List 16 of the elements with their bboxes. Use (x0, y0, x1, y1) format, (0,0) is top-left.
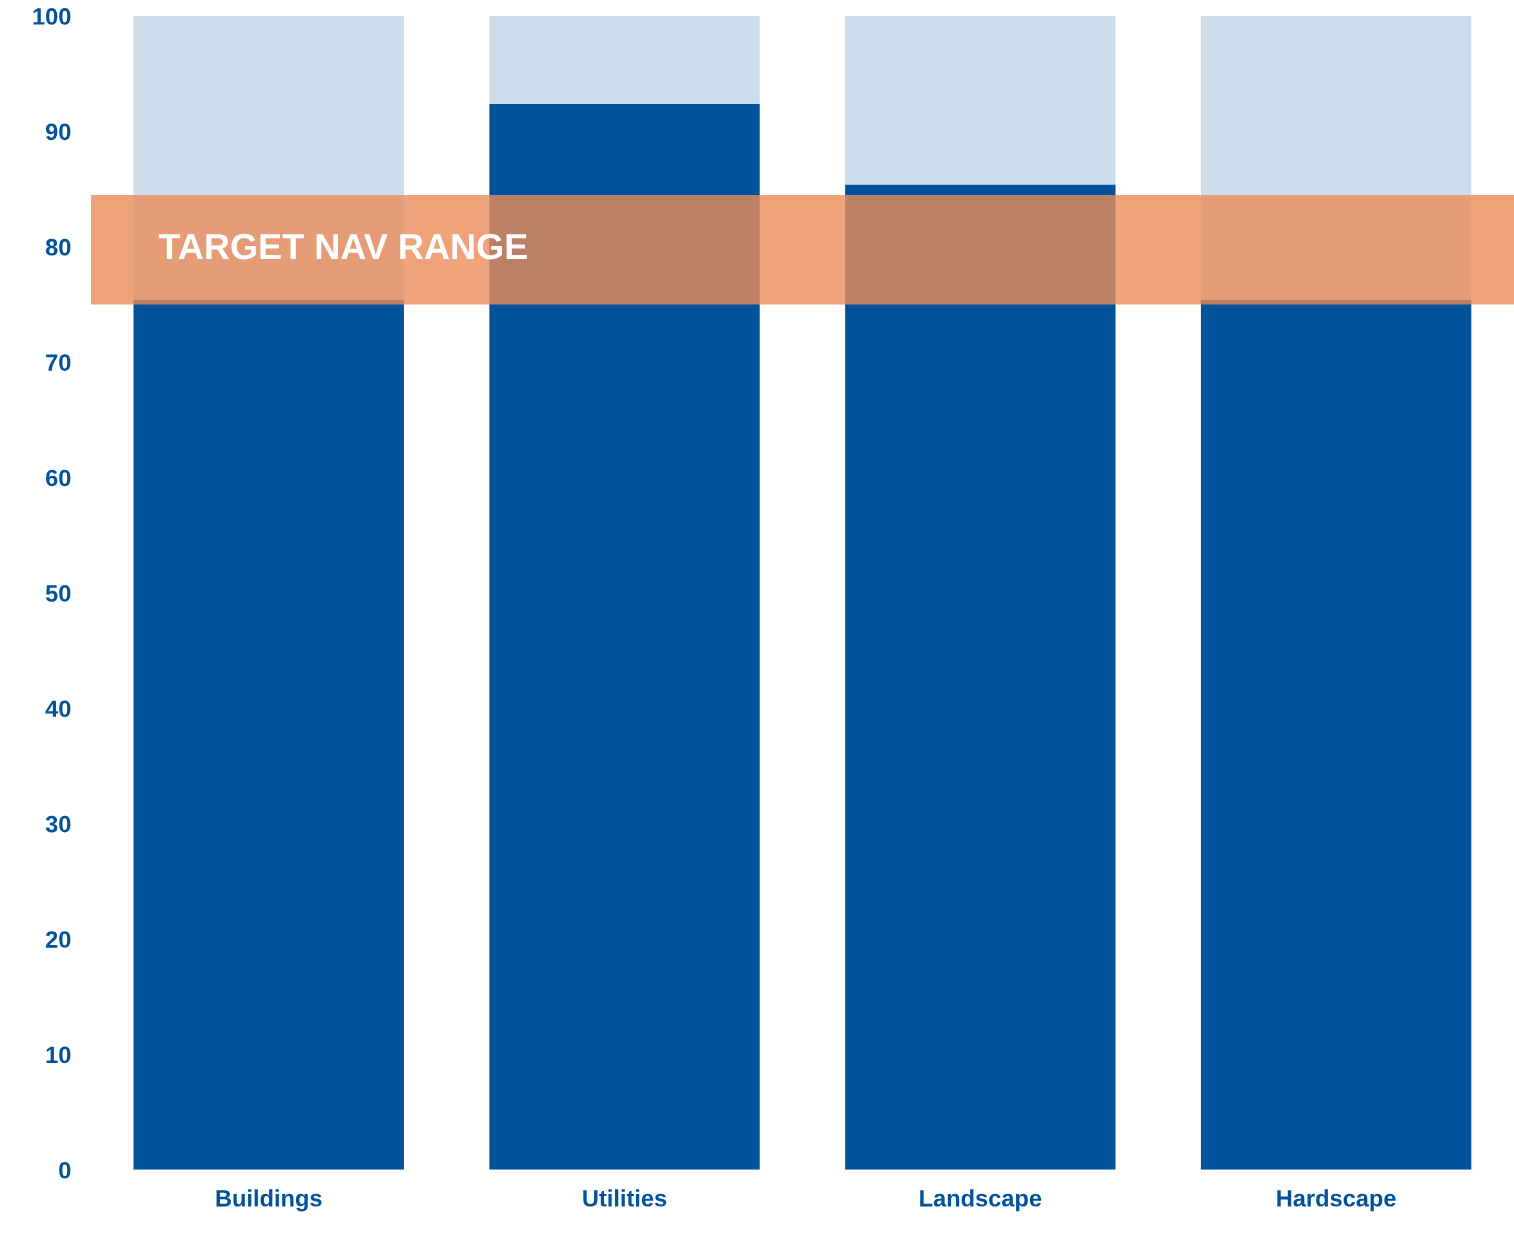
y-tick-label: 10 (46, 1046, 71, 1064)
y-tick-label: 100 (33, 8, 71, 25)
band-label: TARGET NAV RANGE (158, 233, 527, 260)
x-tick-label: Buildings (216, 1189, 322, 1212)
y-tick-label: 50 (45, 585, 71, 602)
y-tick-label: 40 (45, 700, 71, 718)
x-tick-label: Utilities (583, 1189, 667, 1207)
y-tick-label: 60 (46, 469, 71, 487)
y-tick-label: 20 (45, 931, 71, 948)
y-tick-label: 80 (45, 238, 71, 256)
y-tick-label: 0 (59, 1161, 71, 1179)
x-tick-label: Landscape (920, 1189, 1042, 1212)
y-tick-label: 30 (45, 815, 71, 833)
x-tick-label: Hardscape (1277, 1189, 1396, 1212)
y-tick-label: 90 (45, 123, 71, 141)
y-tick-label: 70 (46, 354, 71, 371)
